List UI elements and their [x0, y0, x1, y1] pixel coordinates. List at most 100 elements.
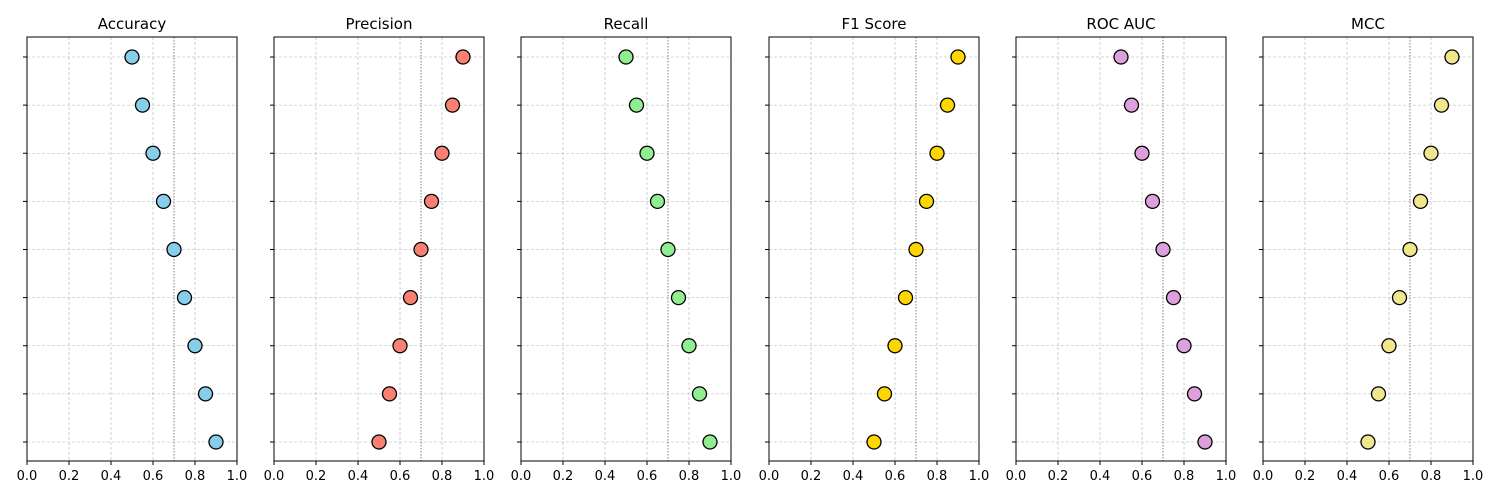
- x-tick-label: 0.8: [185, 469, 206, 484]
- data-point: [1360, 434, 1376, 450]
- data-point: [639, 145, 655, 161]
- x-tick-label: 0.0: [759, 469, 780, 484]
- data-point: [1165, 289, 1182, 306]
- x-tick-label: 0.2: [59, 469, 80, 484]
- x-tick-label: 0.4: [1090, 469, 1111, 484]
- x-tick-label: 0.8: [927, 469, 948, 484]
- data-point: [1433, 97, 1450, 113]
- data-point: [145, 145, 161, 161]
- x-tick-label: 0.6: [390, 469, 411, 484]
- data-point: [371, 434, 387, 450]
- x-tick-label: 0.0: [511, 469, 532, 484]
- panel-title: MCC: [1351, 15, 1385, 33]
- x-tick-label: 0.2: [801, 469, 822, 484]
- data-point: [155, 193, 172, 210]
- panel-accuracy: 0.0 0.2 0.4 0.6 0.8 1.0 Accuracy: [17, 15, 248, 484]
- data-point: [1423, 145, 1439, 161]
- data-point: [434, 145, 450, 161]
- data-point: [618, 49, 634, 65]
- data-point: [208, 434, 224, 450]
- data-point: [402, 289, 419, 306]
- x-tick-label: 0.4: [843, 469, 864, 484]
- x-tick-label: 0.4: [348, 469, 369, 484]
- data-point: [455, 49, 471, 65]
- panel-precision: 0.0 0.2 0.4 0.6 0.8 1.0 Precision: [264, 15, 495, 484]
- panel-recall: 0.0 0.2 0.4 0.6 0.8 1.0 Recall: [511, 15, 742, 484]
- data-point: [1402, 241, 1418, 258]
- x-tick-label: 0.0: [17, 469, 38, 484]
- data-point: [887, 338, 903, 354]
- data-point: [1144, 193, 1161, 210]
- x-tick-label: 0.0: [264, 469, 285, 484]
- x-tick-label: 0.2: [1295, 469, 1316, 484]
- panel-title: ROC AUC: [1086, 15, 1155, 33]
- data-point: [1381, 338, 1397, 354]
- data-point: [681, 338, 697, 354]
- panel-roc-auc: 0.0 0.2 0.4 0.6 0.8 1.0 ROC AUC: [1006, 15, 1237, 484]
- x-tick-label: 0.6: [1132, 469, 1153, 484]
- panel-title: Recall: [604, 15, 649, 33]
- data-point: [950, 49, 966, 65]
- x-tick-label: 0.4: [595, 469, 616, 484]
- data-point: [1155, 241, 1171, 258]
- data-point: [1370, 386, 1387, 402]
- data-point: [134, 97, 151, 113]
- x-tick-label: 0.4: [1337, 469, 1358, 484]
- data-point: [166, 241, 182, 258]
- data-point: [381, 386, 398, 402]
- data-point: [670, 289, 687, 306]
- data-point: [866, 434, 882, 450]
- panel-title: Accuracy: [98, 15, 167, 33]
- data-point: [1391, 289, 1408, 306]
- data-point: [187, 338, 203, 354]
- x-tick-label: 1.0: [721, 469, 742, 484]
- data-point: [918, 193, 935, 210]
- x-tick-label: 0.6: [885, 469, 906, 484]
- data-point: [908, 241, 924, 258]
- data-point: [691, 386, 708, 402]
- x-tick-label: 0.6: [143, 469, 164, 484]
- x-tick-label: 0.2: [1048, 469, 1069, 484]
- x-tick-label: 0.6: [637, 469, 658, 484]
- data-point: [1444, 49, 1460, 65]
- data-point: [929, 145, 945, 161]
- data-point: [649, 193, 666, 210]
- data-point: [660, 241, 676, 258]
- data-point: [176, 289, 193, 306]
- data-point: [1412, 193, 1429, 210]
- panel-mcc: 0.0 0.2 0.4 0.6 0.8 1.0 MCC: [1253, 15, 1484, 484]
- x-tick-label: 1.0: [1463, 469, 1484, 484]
- data-point: [197, 386, 214, 402]
- x-tick-label: 0.4: [101, 469, 122, 484]
- x-tick-label: 0.2: [553, 469, 574, 484]
- data-point: [876, 386, 893, 402]
- x-tick-label: 1.0: [474, 469, 495, 484]
- x-tick-label: 1.0: [1216, 469, 1237, 484]
- data-point: [1134, 145, 1150, 161]
- data-point: [413, 241, 429, 258]
- data-point: [124, 49, 140, 65]
- x-tick-label: 0.2: [306, 469, 327, 484]
- data-point: [423, 193, 440, 210]
- data-point: [1123, 97, 1140, 113]
- data-point: [628, 97, 645, 113]
- data-point: [1113, 49, 1129, 65]
- x-tick-label: 0.0: [1006, 469, 1027, 484]
- data-point: [939, 97, 956, 113]
- data-point: [1186, 386, 1203, 402]
- data-point: [1176, 338, 1192, 354]
- data-point: [392, 338, 408, 354]
- panel-title: F1 Score: [842, 15, 907, 33]
- x-tick-label: 1.0: [969, 469, 990, 484]
- x-tick-label: 0.0: [1253, 469, 1274, 484]
- panel-title: Precision: [346, 15, 413, 33]
- data-point: [702, 434, 718, 450]
- x-tick-label: 0.6: [1379, 469, 1400, 484]
- data-point: [1197, 434, 1213, 450]
- x-tick-label: 0.8: [1174, 469, 1195, 484]
- x-tick-label: 0.8: [432, 469, 453, 484]
- x-tick-label: 0.8: [1421, 469, 1442, 484]
- data-point: [444, 97, 461, 113]
